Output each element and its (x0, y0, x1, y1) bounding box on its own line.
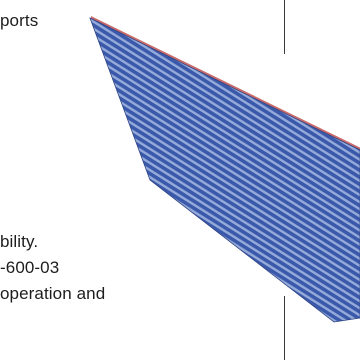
text-line-3: -600-03 (0, 258, 60, 277)
text-line-2: bility. (0, 232, 39, 251)
vertical-divider-bottom (284, 296, 285, 360)
vertical-divider-top (284, 0, 285, 54)
text-line-1: ports (0, 11, 39, 30)
text-line-4: operation and (0, 284, 106, 303)
